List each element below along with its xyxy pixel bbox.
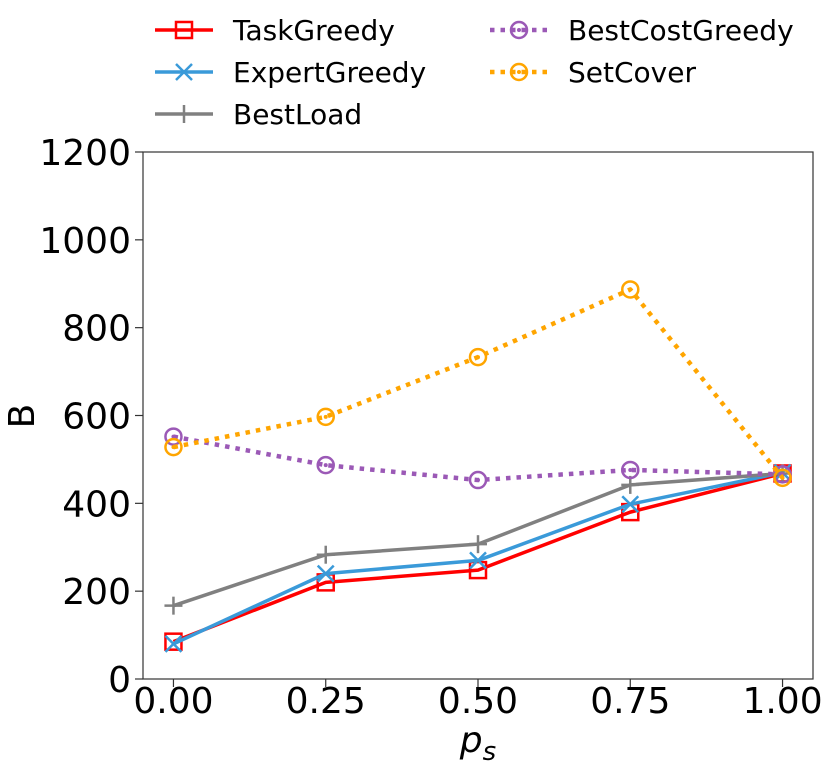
legend-label: BestCostGreedy [568, 14, 794, 47]
y-tick-label: 0 [108, 660, 131, 701]
circle-marker [316, 455, 335, 475]
circle-marker [468, 347, 488, 367]
series-expertgreedy [164, 463, 792, 653]
circle-marker-dot [476, 355, 480, 360]
circle-marker [316, 407, 335, 427]
data-point [164, 634, 183, 653]
plot-frame [142, 151, 814, 680]
legend-label: BestLoad [233, 98, 362, 131]
y-tick-label: 400 [62, 484, 131, 525]
x-marker-stroke [469, 551, 487, 570]
circle-marker-dot [323, 414, 328, 419]
y-tick-label: 1000 [39, 221, 131, 262]
circle-marker-dot [517, 70, 521, 74]
circle-marker-dot [628, 467, 633, 472]
series-layer [164, 280, 792, 653]
data-point [316, 455, 335, 475]
x-tick-label: 1.00 [742, 681, 822, 722]
data-point [621, 495, 640, 514]
legend-item: TaskGreedy [155, 14, 395, 47]
y-axis-label: B [2, 404, 43, 429]
circle-marker [621, 460, 640, 480]
legend-label: SetCover [568, 56, 696, 89]
circle-marker-dot [323, 463, 328, 468]
data-point [175, 63, 193, 81]
series-setcover [164, 280, 792, 488]
legend-item: BestLoad [155, 98, 362, 131]
data-point [174, 20, 194, 40]
circle-marker [509, 20, 529, 40]
x-tick-label: 0.50 [438, 681, 518, 722]
y-tick-label: 600 [62, 397, 131, 438]
circle-marker-dot [780, 475, 785, 480]
data-point [164, 437, 183, 457]
x-axis-label-subscript: s [483, 737, 497, 764]
data-point [316, 545, 335, 564]
series-taskgreedy [164, 464, 792, 651]
legend-label: ExpertGreedy [233, 56, 426, 89]
circle-marker-dot [517, 28, 521, 32]
axes: 0 200 400 600 800 1000 1200 0.00 0.25 0.50 0.75 1.0… [39, 133, 822, 722]
circle-marker [621, 280, 640, 299]
circle-marker-dot [171, 434, 176, 439]
data-point [621, 280, 640, 299]
data-point [509, 62, 529, 82]
y-tick-label: 800 [62, 309, 131, 350]
legend-item: BestCostGreedy [490, 14, 794, 47]
series-line [173, 434, 783, 483]
data-point [509, 20, 529, 40]
circle-marker [468, 470, 488, 490]
x-tick-label: 0.00 [133, 681, 213, 722]
legend-item: SetCover [490, 56, 696, 89]
data-point [175, 105, 193, 123]
x-marker-stroke [316, 564, 335, 583]
y-tick-label: 200 [62, 572, 131, 613]
legend: TaskGreedy ExpertGreedy BestLoad BestCostGr… [155, 14, 794, 131]
circle-marker [164, 427, 183, 446]
circle-marker-dot [476, 478, 480, 483]
data-point [316, 564, 335, 583]
legend-label: TaskGreedy [232, 14, 395, 47]
circle-marker-dot [628, 287, 633, 292]
circle-marker [773, 468, 792, 488]
x-marker-stroke [164, 634, 183, 653]
series-line [173, 287, 785, 480]
data-point [621, 460, 640, 480]
data-point [164, 427, 183, 446]
square-marker [174, 20, 194, 40]
x-marker-stroke [175, 63, 193, 81]
y-tick-label: 1200 [39, 133, 131, 174]
legend-item: ExpertGreedy [155, 56, 426, 89]
x-tick-label: 0.25 [286, 681, 366, 722]
circle-marker-dot [171, 445, 176, 450]
x-axis-label: ps [459, 720, 496, 764]
data-point [316, 407, 335, 427]
data-point [469, 535, 487, 554]
series-line [172, 471, 783, 644]
circle-marker [164, 437, 183, 457]
data-point [469, 551, 487, 570]
x-marker-stroke [621, 495, 640, 514]
x-tick-label: 0.75 [590, 681, 670, 722]
circle-marker [509, 62, 529, 82]
data-point [468, 470, 488, 490]
data-point [773, 468, 792, 488]
data-point [164, 596, 183, 615]
x-axis-label-main: p [459, 720, 483, 761]
series-bestcostgreedy [164, 427, 792, 490]
data-point [468, 347, 488, 367]
